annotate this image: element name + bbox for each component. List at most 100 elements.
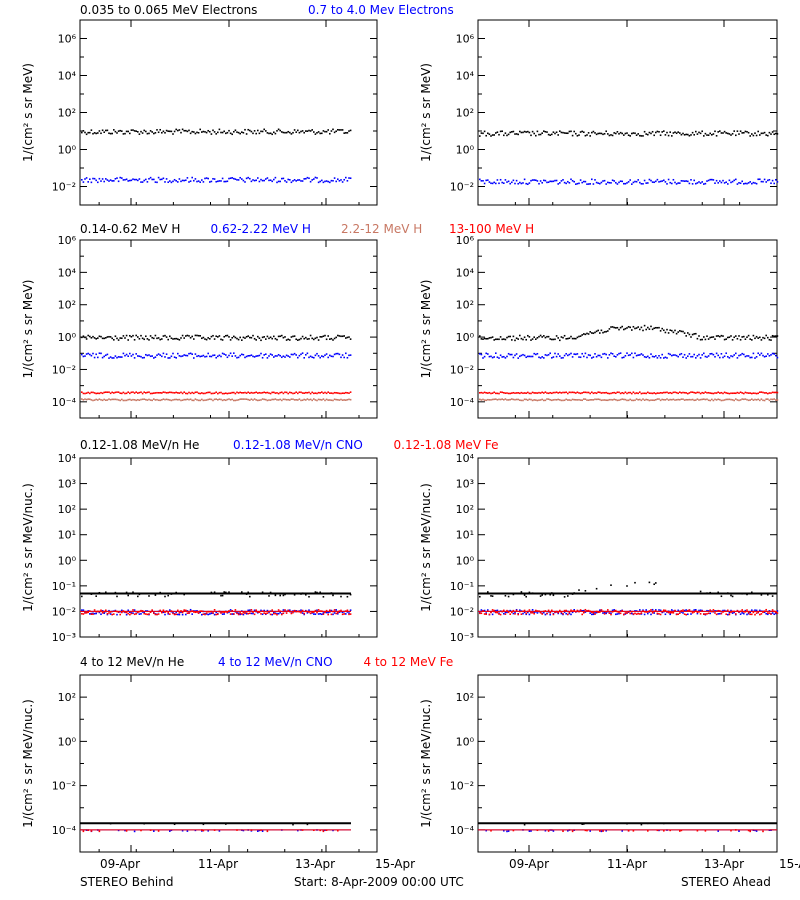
- plot-frame: [477, 457, 778, 638]
- data-point: [108, 609, 110, 612]
- data-point: [679, 830, 681, 832]
- data-point: [538, 133, 540, 136]
- data-point: [284, 398, 286, 401]
- data-point: [274, 176, 277, 179]
- data-point: [613, 398, 615, 401]
- data-point: [217, 131, 219, 134]
- data-point: [573, 610, 575, 612]
- data-point: [263, 398, 265, 401]
- data-point: [89, 398, 91, 401]
- data-point: [530, 830, 532, 832]
- x-tick-label: 13-Apr: [704, 857, 744, 871]
- data-point: [642, 609, 644, 611]
- data-point: [706, 609, 708, 612]
- data-point: [586, 829, 588, 832]
- data-point: [536, 399, 539, 402]
- data-point: [629, 326, 631, 329]
- data-point: [111, 391, 113, 394]
- data-point: [536, 392, 539, 394]
- data-point: [247, 609, 249, 612]
- data-point: [568, 611, 571, 614]
- data-point: [108, 132, 110, 135]
- data-point: [759, 613, 761, 616]
- data-point: [233, 177, 235, 180]
- data-point: [539, 595, 542, 597]
- data-point: [495, 398, 497, 400]
- data-point: [735, 398, 737, 400]
- data-point: [313, 178, 315, 180]
- data-point: [682, 609, 684, 611]
- data-point: [237, 392, 240, 394]
- data-point: [752, 352, 755, 355]
- data-point: [189, 398, 192, 401]
- data-point: [760, 613, 763, 615]
- series-title-1: 4 to 12 MeV/n He: [80, 655, 184, 669]
- data-point: [170, 130, 173, 133]
- data-point: [172, 338, 174, 340]
- data-point: [538, 335, 540, 338]
- data-point: [523, 130, 526, 133]
- data-point: [132, 391, 134, 393]
- data-point: [695, 392, 697, 394]
- data-point: [172, 180, 174, 183]
- y-tick-label: 10⁰: [456, 144, 475, 157]
- data-point: [479, 612, 481, 615]
- data-point: [579, 335, 582, 337]
- data-point: [707, 179, 710, 182]
- data-point: [701, 130, 703, 133]
- data-point: [666, 398, 668, 400]
- data-point: [587, 354, 590, 356]
- data-point: [736, 399, 739, 401]
- data-point: [728, 611, 731, 614]
- data-point: [655, 392, 657, 395]
- data-point: [266, 335, 269, 338]
- data-point: [733, 399, 735, 402]
- series-title-3: 0.12-1.08 MeV Fe: [394, 438, 499, 452]
- data-point: [578, 356, 580, 358]
- data-point: [600, 132, 603, 135]
- data-point: [279, 354, 281, 357]
- data-point: [87, 398, 89, 400]
- data-point: [659, 391, 662, 394]
- data-point: [133, 178, 136, 181]
- data-point: [696, 611, 699, 614]
- data-point: [757, 337, 759, 339]
- data-point: [597, 132, 599, 135]
- data-point: [338, 611, 341, 613]
- data-point: [661, 353, 663, 356]
- data-point: [317, 391, 320, 394]
- data-point: [220, 338, 222, 341]
- data-point: [180, 355, 182, 358]
- data-point: [119, 129, 121, 132]
- data-point: [239, 398, 241, 400]
- data-point: [164, 398, 166, 401]
- data-point: [629, 354, 631, 356]
- data-point: [499, 354, 502, 357]
- data-point: [321, 179, 323, 182]
- data-point: [594, 132, 596, 134]
- data-point: [209, 181, 211, 183]
- data-point: [322, 612, 325, 614]
- data-point: [82, 392, 85, 395]
- data-point: [266, 357, 269, 359]
- data-point: [157, 391, 160, 394]
- data-point: [767, 392, 769, 395]
- data-point: [335, 336, 337, 339]
- data-point: [552, 391, 555, 394]
- data-point: [493, 134, 495, 136]
- data-point: [626, 352, 628, 354]
- data-point: [185, 392, 187, 395]
- data-point: [531, 355, 534, 358]
- data-point: [509, 131, 511, 134]
- data-point: [258, 391, 261, 394]
- data-point: [765, 608, 767, 611]
- data-point: [301, 392, 304, 394]
- y-tick-label: 10²: [456, 691, 474, 704]
- data-point: [181, 399, 184, 402]
- data-point: [322, 181, 325, 184]
- data-point: [624, 327, 627, 330]
- data-point: [209, 130, 211, 133]
- data-point: [125, 178, 128, 181]
- data-point: [714, 355, 716, 358]
